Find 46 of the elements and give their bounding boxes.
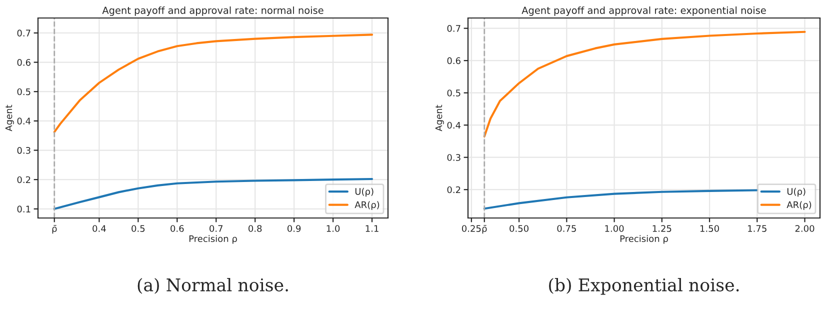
text: (b) Exponential noise.	[549, 278, 739, 295]
x-axis-title: Precision ρ	[620, 235, 668, 244]
x-tick-label: 2.00	[795, 225, 814, 232]
x-tick-label: 1.50	[700, 225, 719, 232]
legend-label: U(ρ)	[787, 188, 806, 197]
y-tick-label: 0.4	[447, 122, 461, 129]
y-tick-label: 0.7	[17, 30, 30, 37]
y-tick-label: 0.2	[447, 186, 460, 194]
x-tick-label: 0.6	[170, 225, 184, 232]
chart-title: Agent payoff and approval rate: normal noise	[102, 6, 324, 16]
x-tick-label: 1.0	[326, 225, 340, 232]
line-series	[53, 34, 374, 134]
x-tick-label: ρ̄	[482, 225, 487, 234]
x-tick-label: 1.75	[748, 225, 766, 232]
y-tick-label: 0.2	[17, 176, 30, 184]
x-tick-label: 0.4	[92, 225, 106, 232]
y-tick-label: 0.7	[447, 25, 460, 32]
chart-title: Agent payoff and approval rate: exponential noise	[522, 6, 766, 16]
y-tick-label: 0.6	[447, 57, 460, 64]
x-tick-label: 0.7	[210, 225, 223, 232]
y-tick-label: 0.6	[17, 59, 30, 66]
x-tick-label: 0.75	[557, 225, 576, 232]
x-tick-label: 1.25	[652, 225, 672, 232]
y-axis-title: Agent	[435, 104, 444, 132]
x-tick-label: 0.50	[510, 225, 528, 232]
x-tick-label: 0.25	[462, 225, 481, 232]
line-series	[483, 30, 806, 138]
text: (a) Normal noise.	[138, 278, 288, 294]
x-tick-label: 1.1	[366, 225, 378, 232]
x-axis-title: Precision ρ	[189, 235, 237, 244]
y-tick-label: 0.5	[17, 88, 30, 96]
legend-label: AR(ρ)	[354, 201, 380, 210]
x-tick-label: 0.5	[132, 225, 145, 232]
x-tick-label: ρ̄	[52, 225, 57, 234]
legend-label: AR(ρ)	[786, 201, 812, 210]
y-tick-label: 0.3	[17, 146, 30, 154]
y-tick-label: 0.5	[447, 90, 460, 96]
line-series	[483, 189, 758, 210]
y-tick-label: 0.3	[447, 154, 460, 161]
legend-label: U(ρ)	[355, 188, 374, 197]
x-tick-label: 0.8	[248, 225, 262, 232]
x-tick-label: 0.9	[287, 225, 301, 232]
y-axis-title: Agent	[5, 104, 14, 132]
y-tick-label: 0.1	[17, 206, 30, 212]
x-tick-label: 1.00	[605, 225, 624, 232]
y-tick-label: 0.4	[17, 118, 31, 124]
